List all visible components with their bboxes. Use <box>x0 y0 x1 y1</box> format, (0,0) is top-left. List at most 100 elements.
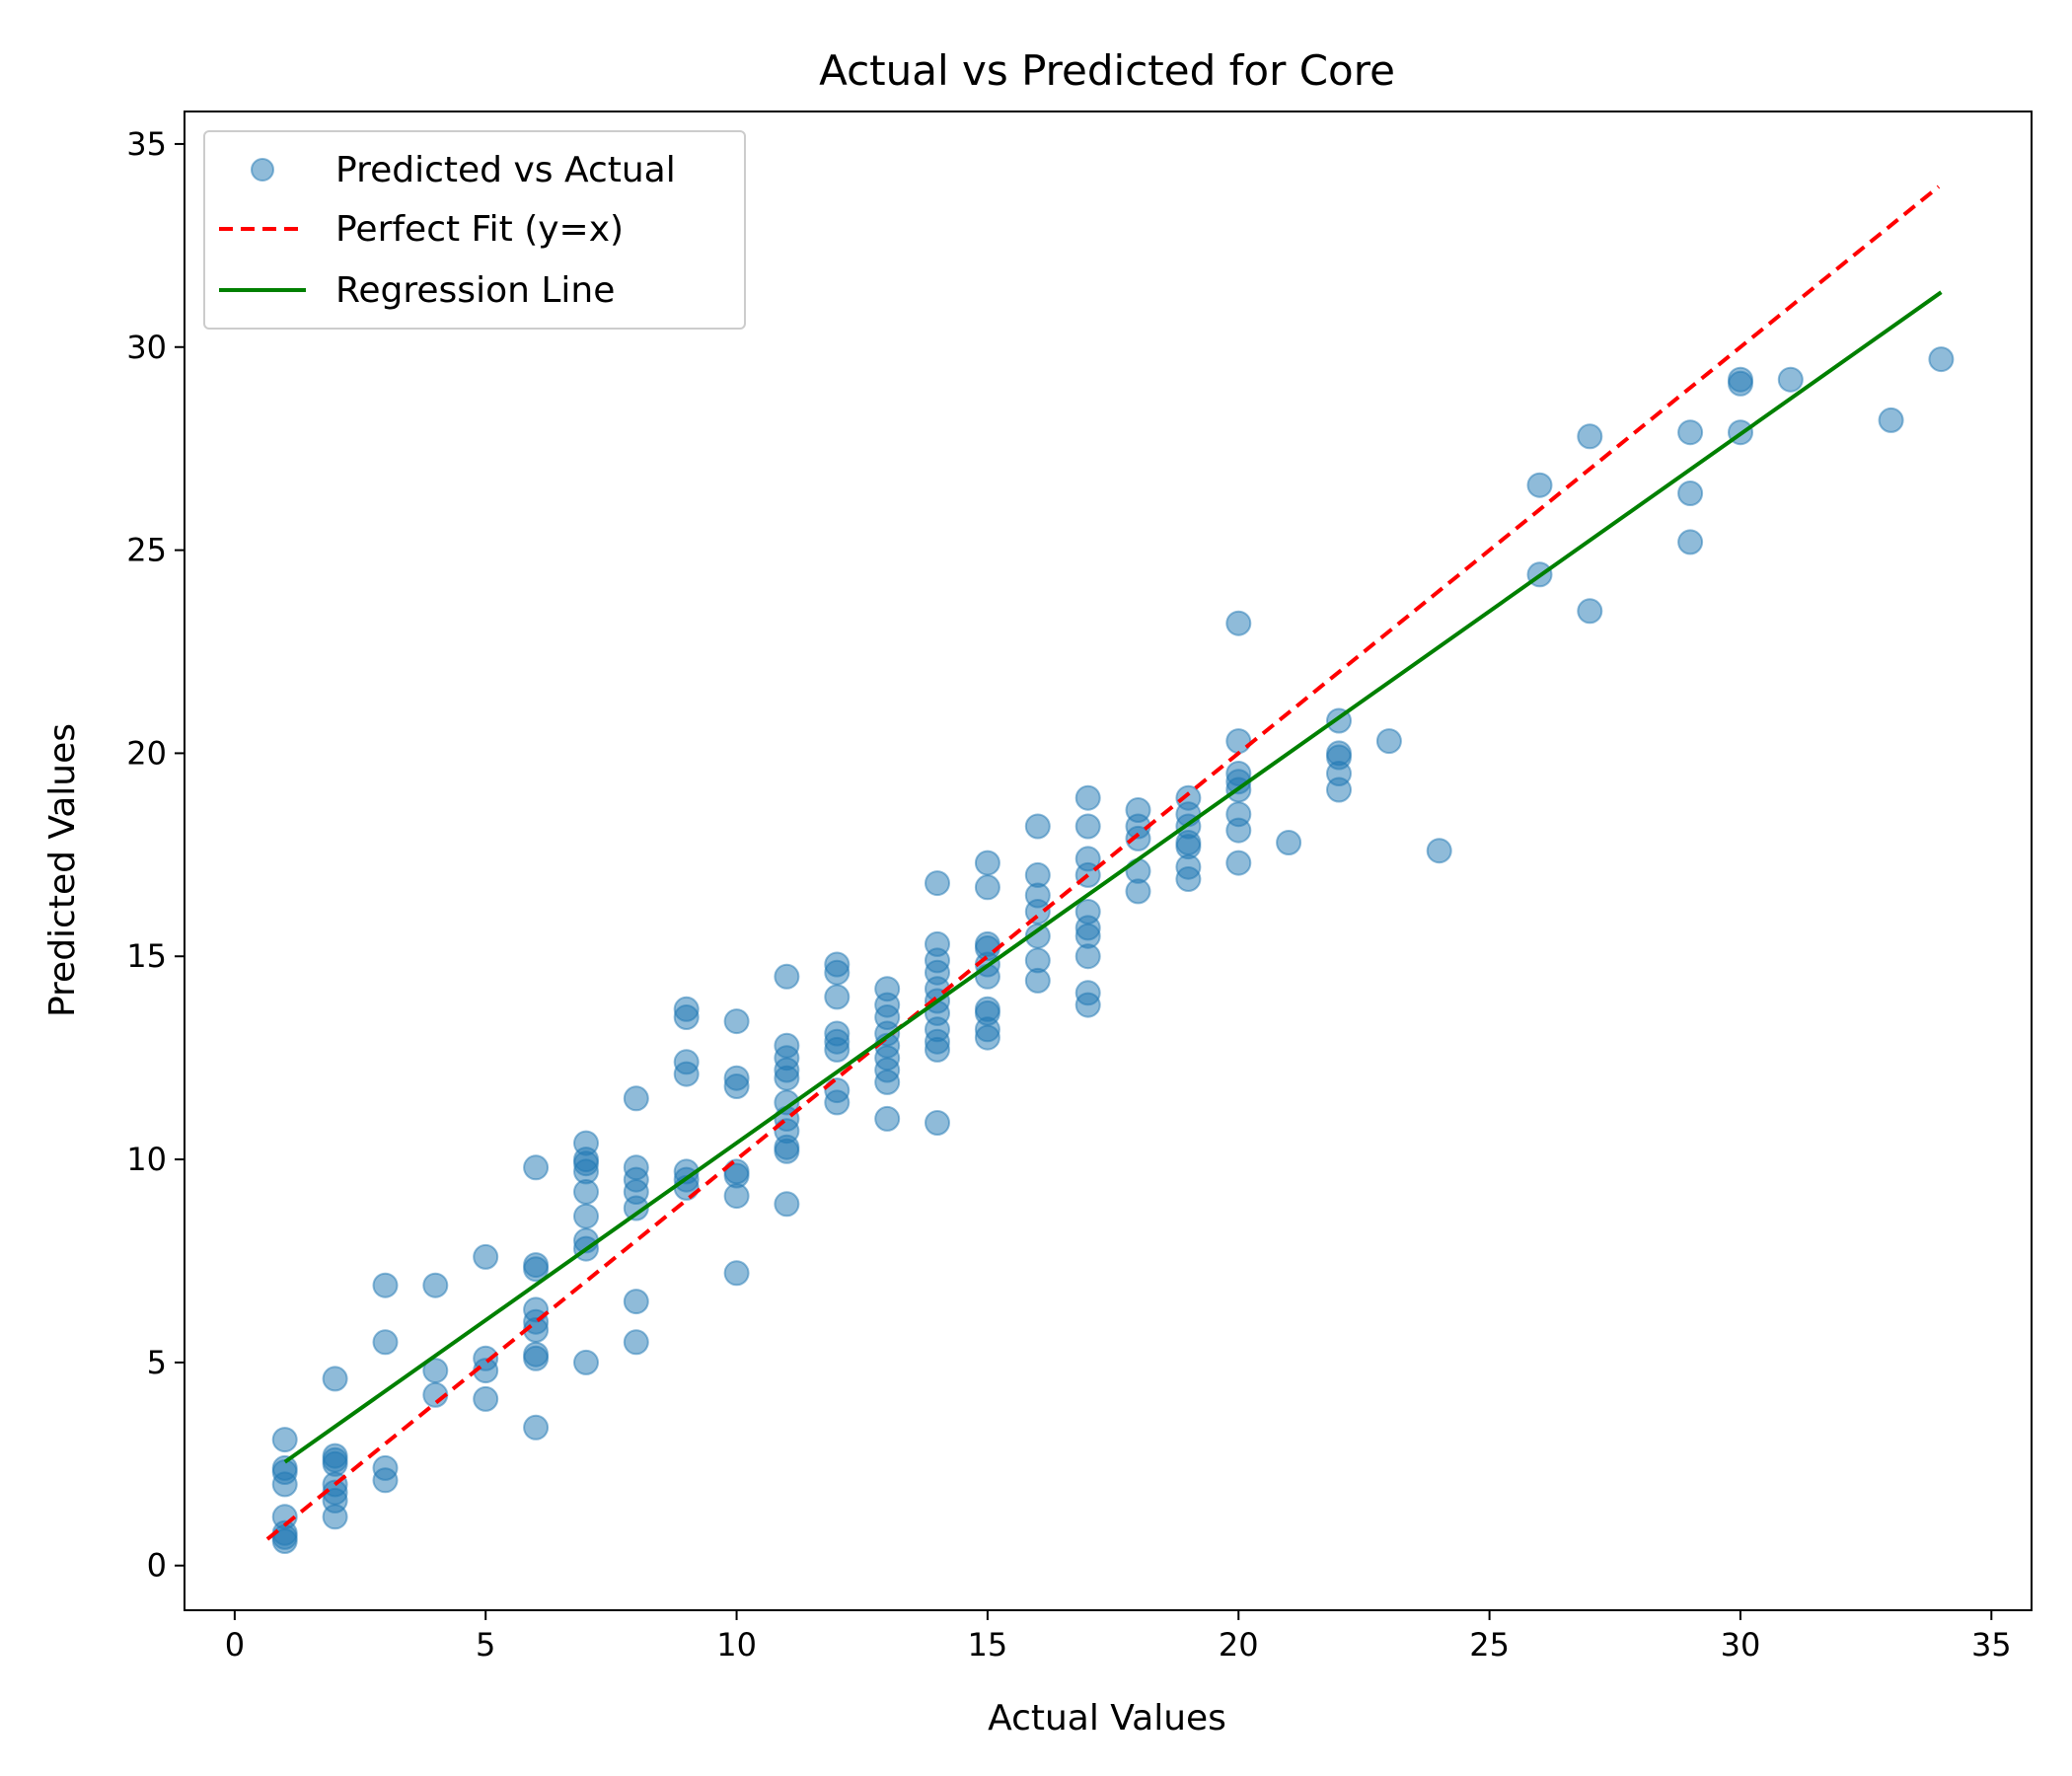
scatter-point <box>974 874 1000 901</box>
scatter-point <box>1878 407 1904 433</box>
y-tick-label: 35 <box>126 125 167 163</box>
scatter-point <box>824 984 851 1010</box>
scatter-point <box>1326 777 1352 803</box>
scatter-points <box>271 346 1955 1554</box>
y-axis: 0 5 10 15 20 25 30 35 <box>126 125 185 1585</box>
x-tick-label: 35 <box>1971 1626 2012 1664</box>
scatter-point <box>322 1504 348 1530</box>
scatter-point <box>271 1427 298 1453</box>
perfect-fit-line <box>265 185 1941 1541</box>
scatter-point <box>1225 610 1252 636</box>
scatter-point <box>372 1329 399 1356</box>
scatter-point <box>1024 967 1051 994</box>
legend-label-points: Predicted vs Actual <box>335 150 676 190</box>
scatter-point <box>1677 529 1704 555</box>
y-tick-label: 30 <box>126 329 167 366</box>
scatter-point <box>422 1272 449 1298</box>
scatter-point <box>623 1195 649 1221</box>
scatter-point <box>623 1289 649 1315</box>
scatter-point <box>1074 784 1101 811</box>
scatter-point <box>271 1528 298 1554</box>
regression-line <box>283 290 1943 1464</box>
scatter-point <box>1225 817 1252 844</box>
scatter-point <box>573 1203 599 1229</box>
scatter-point <box>1175 866 1202 892</box>
scatter-point <box>723 1260 750 1287</box>
scatter-point <box>874 1069 901 1095</box>
scatter-point <box>473 1243 499 1270</box>
plot-area <box>184 111 2033 1611</box>
scatter-point <box>322 1366 348 1392</box>
scatter-point <box>523 1345 550 1371</box>
scatter-point <box>523 1154 550 1181</box>
scatter-point <box>1728 370 1753 397</box>
scatter-point <box>1074 992 1101 1018</box>
scatter-point <box>573 1179 599 1205</box>
scatter-point <box>673 1061 700 1087</box>
y-tick-label: 15 <box>126 937 167 975</box>
scatter-point <box>1577 598 1603 625</box>
scatter-point <box>774 1138 800 1164</box>
scatter-point <box>1577 423 1603 450</box>
legend-marker-icon <box>251 158 274 182</box>
scatter-point <box>925 1036 950 1063</box>
scatter-point <box>1677 481 1704 506</box>
scatter-point <box>573 1349 599 1375</box>
x-tick-label: 25 <box>1469 1626 1510 1664</box>
scatter-point <box>372 1272 399 1298</box>
scatter-point <box>1526 472 1553 498</box>
scatter-point <box>1225 850 1252 876</box>
scatter-point <box>1777 366 1804 393</box>
scatter-point <box>824 1089 851 1116</box>
x-tick-label: 20 <box>1219 1626 1259 1664</box>
scatter-point <box>1677 419 1704 446</box>
scatter-point <box>1276 830 1302 855</box>
scatter-point <box>824 959 851 986</box>
x-tick-label: 10 <box>716 1626 757 1664</box>
x-tick-label: 15 <box>968 1626 1008 1664</box>
scatter-point <box>974 1024 1000 1051</box>
fit-lines <box>265 185 1943 1541</box>
scatter-point <box>623 1085 649 1112</box>
y-tick-label: 20 <box>126 734 167 772</box>
scatter-point <box>1125 825 1151 851</box>
scatter-point <box>925 1110 950 1136</box>
y-tick-label: 5 <box>147 1344 167 1381</box>
x-axis-label: Actual Values <box>988 1698 1226 1739</box>
legend-label-regression: Regression Line <box>335 270 615 311</box>
chart-title: Actual vs Predicted for Core <box>819 46 1395 95</box>
scatter-point <box>1928 346 1955 373</box>
scatter-point <box>1225 728 1252 755</box>
y-axis-label: Predicted Values <box>42 723 83 1017</box>
y-tick-label: 25 <box>126 532 167 569</box>
scatter-point <box>824 1036 851 1063</box>
y-tick-label: 0 <box>147 1547 167 1585</box>
scatter-point <box>1125 878 1151 905</box>
scatter-point <box>723 1183 750 1210</box>
x-tick-label: 30 <box>1721 1626 1761 1664</box>
x-axis: 0 5 10 15 20 25 30 35 <box>225 1610 2012 1664</box>
x-tick-label: 0 <box>225 1626 245 1664</box>
legend-box <box>203 130 746 330</box>
scatter-point <box>1074 943 1101 970</box>
scatter-point <box>372 1467 399 1494</box>
scatter-point <box>1375 728 1402 755</box>
scatter-point <box>1426 838 1452 864</box>
legend: Predicted vs Actual Perfect Fit (y=x) Re… <box>203 130 746 330</box>
scatter-point <box>774 963 800 990</box>
legend-label-perfect-fit: Perfect Fit (y=x) <box>335 209 624 250</box>
scatter-point <box>874 1105 901 1132</box>
axes-frame <box>184 111 2033 1611</box>
scatter-point <box>523 1414 550 1441</box>
scatter-point <box>925 870 950 897</box>
scatter-point <box>974 850 1000 876</box>
scatter-point <box>774 1065 800 1091</box>
scatter-point <box>271 1471 298 1498</box>
scatter-point <box>1024 813 1051 840</box>
x-tick-label: 5 <box>476 1626 495 1664</box>
scatter-point <box>774 1191 800 1218</box>
scatter-point <box>523 1256 550 1283</box>
y-tick-label: 10 <box>126 1141 167 1178</box>
scatter-point <box>673 1004 700 1030</box>
